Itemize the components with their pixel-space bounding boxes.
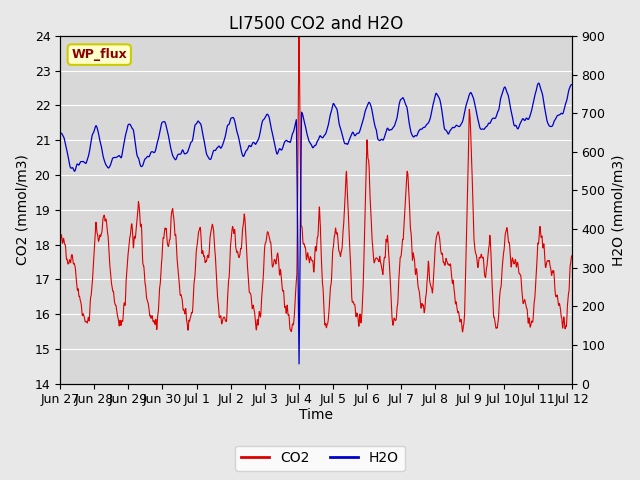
Title: LI7500 CO2 and H2O: LI7500 CO2 and H2O xyxy=(229,15,403,33)
Y-axis label: H2O (mmol/m3): H2O (mmol/m3) xyxy=(611,154,625,265)
Y-axis label: CO2 (mmol/m3): CO2 (mmol/m3) xyxy=(15,155,29,265)
Text: WP_flux: WP_flux xyxy=(72,48,127,61)
X-axis label: Time: Time xyxy=(299,408,333,422)
Legend: CO2, H2O: CO2, H2O xyxy=(236,445,404,471)
